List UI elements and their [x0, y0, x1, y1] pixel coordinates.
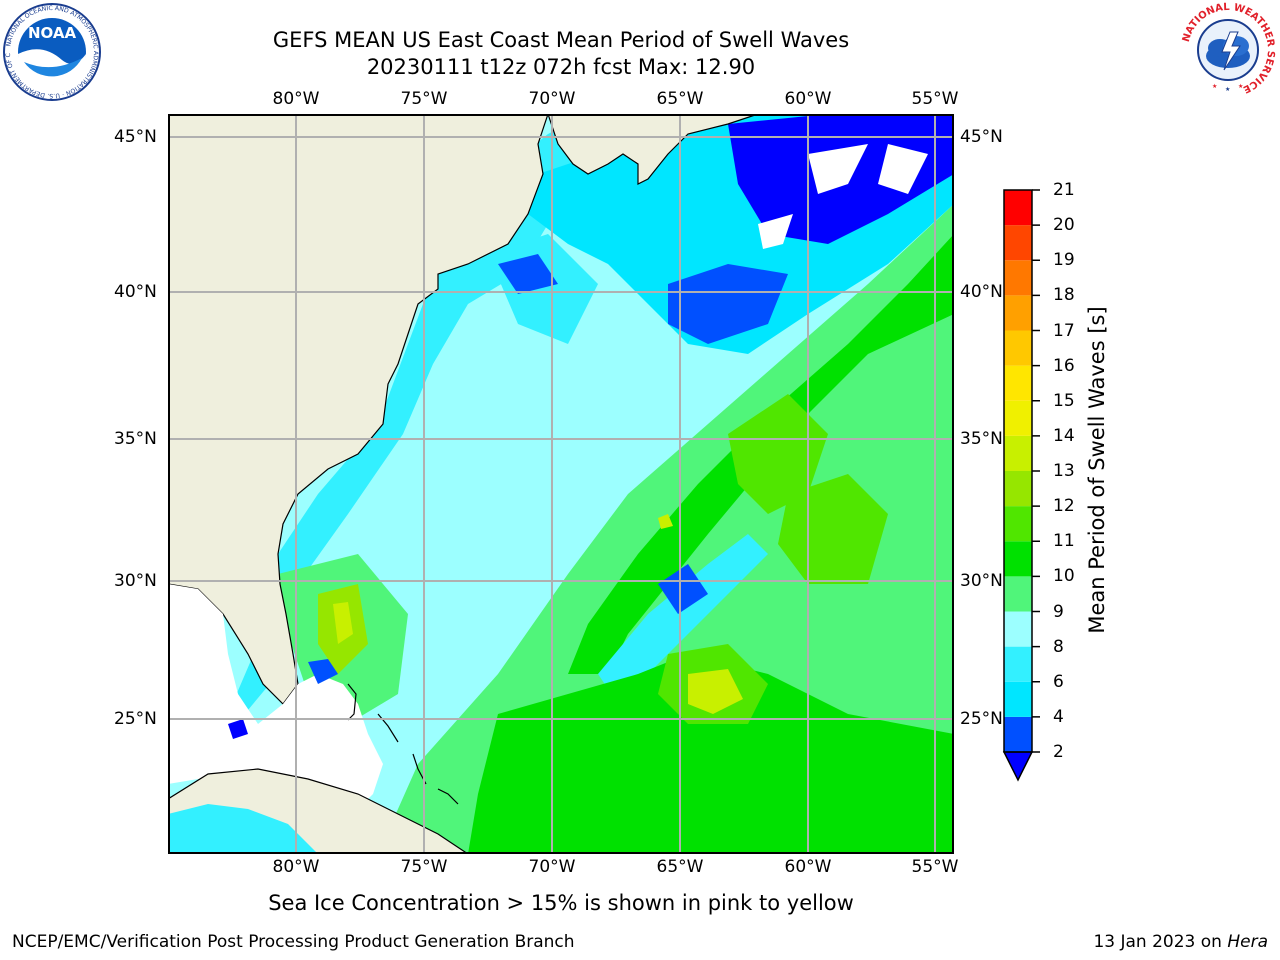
lat-label-left: 40°N — [114, 282, 157, 302]
mid-ocean-blue-patch — [658, 564, 708, 614]
colorbar-swatch — [1004, 190, 1032, 226]
bahamas-outline — [437, 788, 459, 805]
straits-blue-patch — [308, 659, 338, 684]
lon-label-bottom: 80°W — [272, 857, 320, 877]
footer-machine: Hera — [1227, 932, 1268, 952]
undefined-region — [168, 584, 383, 814]
colorbar-tick-label: 19 — [1053, 250, 1075, 271]
colorbar-swatch — [1004, 365, 1032, 401]
colorbar-tick-label: 21 — [1053, 180, 1075, 200]
colorbar-swatch — [1004, 681, 1032, 717]
keys-blue-patch — [228, 719, 248, 739]
footer-credit: NCEP/EMC/Verification Post Processing Pr… — [12, 932, 575, 952]
lat-label-right: 25°N — [960, 709, 1003, 729]
colorbar-swatch — [1004, 471, 1032, 507]
colorbar-swatch — [1004, 400, 1032, 436]
lat-label-left: 35°N — [114, 429, 157, 449]
colorbar-under-triangle — [1002, 751, 1034, 782]
colorbar-tick-label: 4 — [1053, 706, 1064, 727]
lon-label-top: 70°W — [528, 89, 576, 109]
lon-label-top: 80°W — [272, 89, 320, 109]
colorbar-frame — [1003, 189, 1033, 753]
colorbar-tick-label: 20 — [1053, 215, 1075, 236]
colorbar-swatch — [1004, 716, 1032, 752]
lon-label-bottom: 70°W — [528, 857, 576, 877]
svg-text:★: ★ — [1212, 83, 1217, 90]
lat-label-left: 25°N — [114, 709, 157, 729]
colorbar-tick-label: 12 — [1053, 496, 1075, 517]
colorbar-tick-label: 17 — [1053, 320, 1075, 341]
florida-offshore-max — [333, 602, 353, 644]
swell-core-11s — [778, 474, 888, 584]
svg-text:★: ★ — [1238, 83, 1243, 90]
lon-label-top: 60°W — [784, 89, 832, 109]
masked-area — [808, 144, 868, 194]
lat-label-right: 30°N — [960, 571, 1003, 591]
colorbar-swatch — [1004, 225, 1032, 261]
lon-label-top: 55°W — [911, 89, 959, 109]
coastal-blue-patch — [498, 254, 558, 294]
lat-label-right: 35°N — [960, 429, 1003, 449]
colorbar-tick-label: 2 — [1053, 742, 1064, 762]
swell-max-patch — [658, 514, 673, 529]
lat-label-left: 45°N — [114, 127, 157, 147]
colorbar-swatch — [1004, 506, 1032, 542]
colorbar-swatch — [1004, 435, 1032, 471]
lon-label-bottom: 65°W — [656, 857, 704, 877]
colorbar-swatch — [1004, 646, 1032, 682]
swell-period-map[interactable] — [168, 114, 954, 854]
colorbar-swatch — [1004, 330, 1032, 366]
lon-label-bottom: 60°W — [784, 857, 832, 877]
colorbar-tick-label: 14 — [1053, 425, 1075, 446]
southern-swell-region — [468, 654, 954, 854]
lon-label-bottom: 55°W — [911, 857, 959, 877]
forecast-subtitle: 20230111 t12z 072h fcst Max: 12.90 — [366, 55, 756, 79]
lon-label-bottom: 75°W — [400, 857, 448, 877]
gulf-of-maine-blue — [668, 264, 788, 344]
swell-core-11s — [728, 394, 828, 514]
noaa-logo-text: NOAA — [28, 24, 77, 42]
colorbar — [1002, 189, 1040, 782]
colorbar-tick-label: 13 — [1053, 461, 1075, 481]
lat-label-right: 45°N — [960, 127, 1003, 147]
colorbar-tick-label: 11 — [1053, 531, 1075, 552]
map-title: GEFS MEAN US East Coast Mean Period of S… — [272, 28, 850, 52]
sea-ice-note: Sea Ice Concentration > 15% is shown in … — [268, 891, 854, 915]
colorbar-tick-label: 10 — [1053, 566, 1075, 587]
colorbar-tick-label: 16 — [1053, 355, 1075, 376]
maritimes-land — [547, 114, 759, 185]
colorbar-tick-label: 8 — [1053, 636, 1064, 657]
colorbar-tick-label: 6 — [1053, 671, 1064, 692]
caribbean-cyan — [168, 804, 318, 854]
lon-label-top: 65°W — [656, 89, 704, 109]
mid-ocean-cyan-ridge — [598, 534, 768, 704]
map-frame — [168, 114, 954, 854]
svg-text:★: ★ — [1225, 86, 1230, 93]
colorbar-swatch — [1004, 611, 1032, 647]
lat-label-left: 30°N — [114, 571, 157, 591]
footer-date: 13 Jan 2023 on Hera — [1093, 932, 1268, 952]
bahamas-outline — [347, 683, 357, 721]
graticule — [168, 114, 954, 854]
colorbar-tick-label: 18 — [1053, 285, 1075, 306]
southern-max-patch — [688, 669, 743, 714]
colorbar-label: Mean Period of Swell Waves [s] — [1085, 306, 1109, 634]
colorbar-swatch — [1004, 576, 1032, 612]
noaa-logo: NATIONAL OCEANIC AND ATMOSPHERIC ADMINIS… — [2, 2, 101, 101]
lat-label-right: 40°N — [960, 282, 1003, 302]
colorbar-tick-label: 15 — [1053, 390, 1075, 411]
colorbar-swatch — [1004, 541, 1032, 577]
footer-date-text: 13 Jan 2023 on — [1093, 932, 1222, 952]
masked-area — [758, 214, 793, 249]
colorbar-swatch — [1004, 260, 1032, 296]
nws-logo: NATIONAL WEATHER SERVICE ★ ★ ★ — [1181, 2, 1276, 96]
us-east-coast-land — [168, 114, 549, 705]
colorbar-tick-label: 9 — [1053, 601, 1064, 622]
lon-label-top: 75°W — [400, 89, 448, 109]
colorbar-swatch — [1004, 295, 1032, 331]
masked-area — [878, 144, 928, 194]
